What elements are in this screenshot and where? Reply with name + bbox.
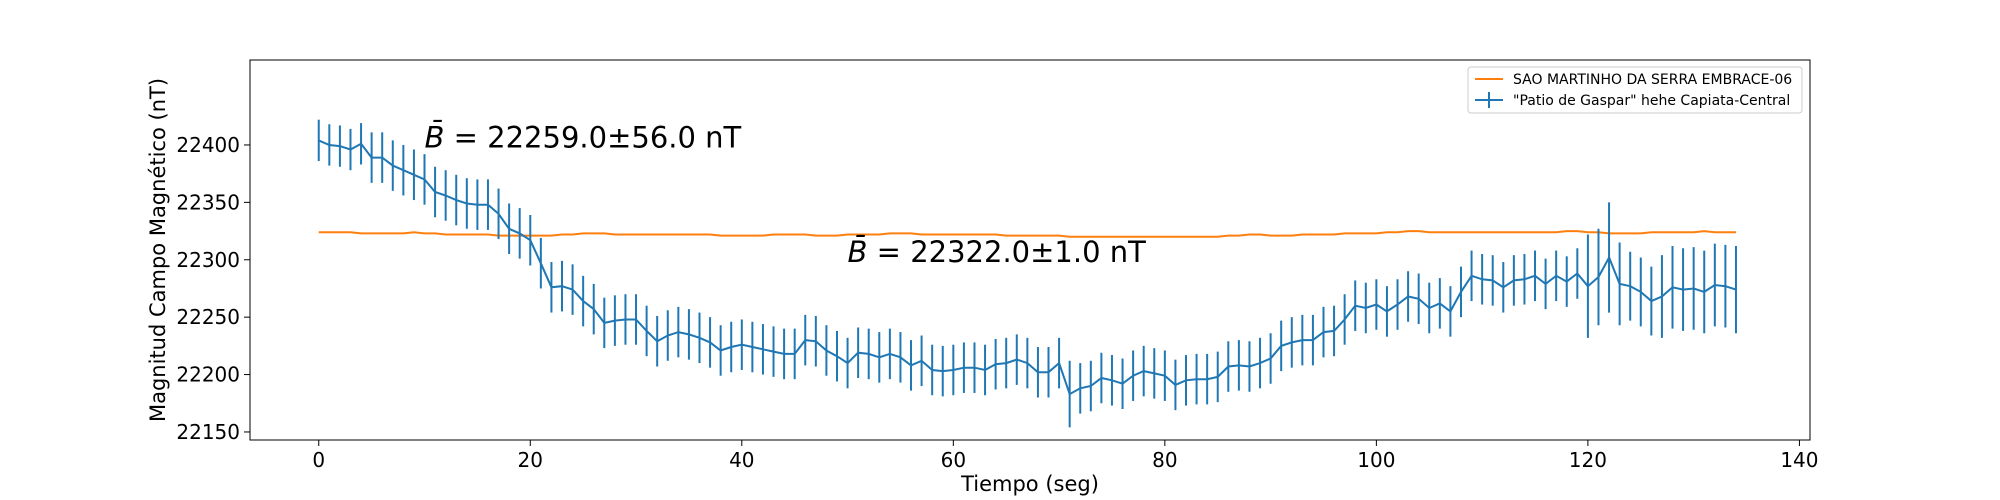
legend-label-sao-martinho: SAO MARTINHO DA SERRA EMBRACE-06 xyxy=(1513,72,1792,88)
mean-annotation-0: B̄ = 22259.0±56.0 nT xyxy=(425,120,742,154)
mean-annotation-1: B̄ = 22322.0±1.0 nT xyxy=(848,235,1147,269)
legend: SAO MARTINHO DA SERRA EMBRACE-06 "Patio … xyxy=(1467,66,1803,114)
y-tick-label: 22300 xyxy=(176,248,240,272)
y-axis-title: Magnitud Campo Magnético (nT) xyxy=(146,78,170,422)
x-tick-label: 140 xyxy=(1780,448,1818,472)
series-line-0 xyxy=(318,230,1736,238)
x-tick-label: 120 xyxy=(1569,448,1607,472)
y-tick-label: 22250 xyxy=(176,305,240,329)
x-axis-title: Tiempo (seg) xyxy=(960,472,1099,496)
axes: 0 20 40 60 80 100 120 140 22150 22200 22250 22300 22… xyxy=(176,133,1818,472)
x-tick-label: 40 xyxy=(729,448,754,472)
x-tick-label: 20 xyxy=(518,448,543,472)
series-line-1 xyxy=(318,139,1737,396)
y-tick-label: 22350 xyxy=(176,190,240,214)
x-tick-label: 100 xyxy=(1357,448,1395,472)
x-tick-label: 0 xyxy=(312,448,325,472)
y-tick-label: 22200 xyxy=(176,363,240,387)
y-tick-label: 22150 xyxy=(176,420,240,444)
y-tick-label: 22400 xyxy=(176,133,240,157)
x-tick-label: 80 xyxy=(1152,448,1177,472)
legend-label-patio-de-gaspar: "Patio de Gaspar" hehe Capiata-Central xyxy=(1513,93,1790,109)
data-layer xyxy=(317,119,1737,428)
x-tick-label: 60 xyxy=(941,448,966,472)
legend-box xyxy=(1467,66,1803,114)
annotation-layer: B̄ = 22259.0±56.0 nT B̄ = 22322.0±1.0 nT xyxy=(425,120,1147,269)
